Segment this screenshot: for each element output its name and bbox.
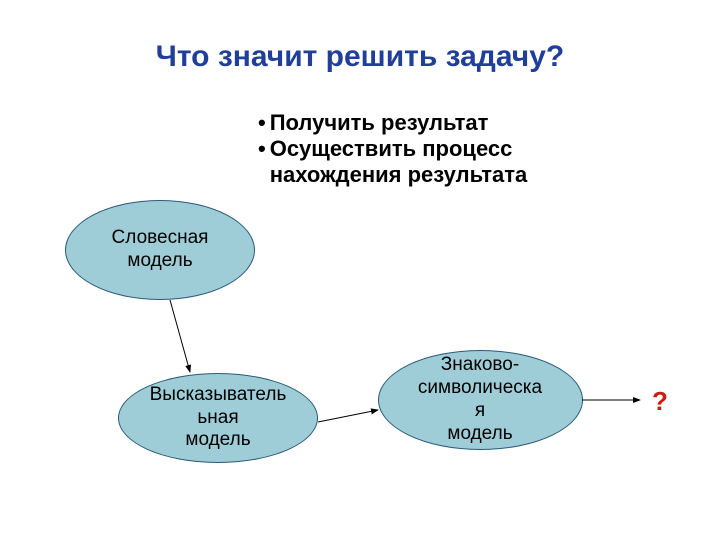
node-symbolic-label: Знаково-символическаямодель [418,354,542,445]
bullet-dot-icon: • [258,136,266,162]
node-symbolic-model: Знаково-символическаямодель [378,350,583,450]
bullet-item-2: • Осуществить процесс [258,136,527,162]
node-statement-label: Высказывателььнаямодель [150,384,287,452]
node-verbal-model: Словеснаямодель [65,200,255,300]
page-title: Что значит решить задачу? [0,40,720,74]
node-verbal-label: Словеснаямодель [112,227,209,273]
bullet-dot-icon: • [258,110,266,136]
bullet-continuation: • нахождения результата [258,162,527,188]
bullet-continuation-text: нахождения результата [270,162,528,188]
node-statement-model: Высказывателььнаямодель [118,373,318,463]
bullet-list: • Получить результат • Осуществить проце… [258,110,527,188]
bullet-text-1: Получить результат [270,110,489,136]
bullet-text-2: Осуществить процесс [270,136,513,162]
bullet-item-1: • Получить результат [258,110,527,136]
question-mark: ? [652,386,668,417]
